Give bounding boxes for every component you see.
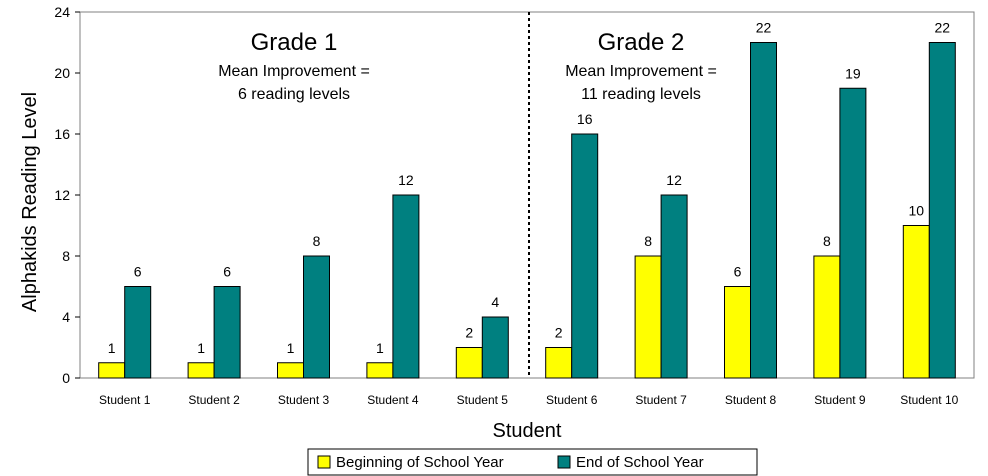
x-tick-label: Student 1 bbox=[99, 393, 151, 407]
bar-end-2 bbox=[213, 286, 241, 379]
y-tick-label: 4 bbox=[62, 309, 70, 325]
bar-beginning-3 bbox=[277, 362, 304, 379]
x-tick-label: Student 9 bbox=[814, 393, 866, 407]
bar-beginning-7 bbox=[634, 255, 662, 379]
x-tick-label: Student 3 bbox=[278, 393, 330, 407]
legend-label-end: End of School Year bbox=[576, 454, 704, 471]
y-tick-label: 24 bbox=[54, 4, 70, 20]
x-tick-label: Student 7 bbox=[635, 393, 687, 407]
y-tick-label: 8 bbox=[62, 248, 70, 264]
bar-beginning-6 bbox=[545, 347, 573, 379]
grade-1-mean-line2: 6 reading levels bbox=[238, 86, 350, 103]
value-label-beginning-1: 1 bbox=[108, 340, 116, 356]
value-label-end-3: 8 bbox=[313, 233, 321, 249]
bar-beginning-8 bbox=[724, 286, 751, 379]
x-tick-label: Student 6 bbox=[546, 393, 598, 407]
bar-end-9 bbox=[839, 87, 867, 379]
grade-2-mean-line2: 11 reading levels bbox=[581, 86, 701, 103]
grade-2-title: Grade 2 bbox=[598, 29, 685, 56]
value-label-beginning-5: 2 bbox=[465, 325, 473, 341]
value-label-end-9: 19 bbox=[845, 65, 861, 81]
value-label-beginning-3: 1 bbox=[287, 340, 295, 356]
legend-swatch-end bbox=[557, 455, 571, 469]
y-axis-title: Alphakids Reading Level bbox=[19, 92, 41, 312]
legend-box bbox=[307, 448, 758, 476]
legend-swatch-beginning bbox=[317, 455, 331, 469]
bar-end-7 bbox=[660, 194, 688, 379]
bar-beginning-9 bbox=[813, 255, 841, 379]
bar-beginning-4 bbox=[366, 362, 394, 379]
x-tick-label: Student 8 bbox=[725, 393, 777, 407]
grade-1-title: Grade 1 bbox=[251, 29, 338, 56]
bar-end-4 bbox=[392, 194, 420, 379]
bar-end-8 bbox=[750, 42, 777, 379]
x-tick-label: Student 4 bbox=[367, 393, 419, 407]
value-label-end-2: 6 bbox=[223, 264, 231, 280]
bar-end-1 bbox=[124, 286, 152, 379]
bar-beginning-1 bbox=[98, 362, 126, 379]
bar-end-10 bbox=[928, 42, 956, 379]
bars bbox=[98, 42, 956, 379]
x-axis-tick-labels: Student 1 Student 2 Student 3 Student 4 Stud… bbox=[99, 393, 959, 407]
y-axis-ticks: 0 4 8 12 16 20 24 bbox=[54, 4, 80, 386]
bar-beginning-5 bbox=[455, 347, 483, 379]
value-label-beginning-6: 2 bbox=[555, 325, 563, 341]
y-tick-label: 12 bbox=[54, 187, 70, 203]
value-label-beginning-10: 10 bbox=[909, 203, 925, 219]
x-tick-label: Student 10 bbox=[900, 393, 958, 407]
value-label-end-7: 12 bbox=[666, 172, 682, 188]
value-label-end-5: 4 bbox=[491, 294, 499, 310]
bar-end-6 bbox=[571, 133, 599, 379]
grade-2-mean-line1: Mean Improvement = bbox=[565, 63, 717, 80]
grade-1-mean-line1: Mean Improvement = bbox=[218, 63, 370, 80]
bar-beginning-10 bbox=[902, 225, 930, 379]
value-label-beginning-4: 1 bbox=[376, 340, 384, 356]
value-label-end-1: 6 bbox=[134, 264, 142, 280]
value-label-beginning-2: 1 bbox=[197, 340, 205, 356]
value-label-beginning-7: 8 bbox=[644, 233, 652, 249]
x-tick-label: Student 2 bbox=[188, 393, 240, 407]
y-tick-label: 16 bbox=[54, 126, 70, 142]
bar-end-3 bbox=[303, 255, 330, 379]
x-tick-label: Student 5 bbox=[457, 393, 509, 407]
value-label-end-4: 12 bbox=[398, 172, 414, 188]
legend-label-beginning: Beginning of School Year bbox=[336, 454, 504, 471]
bar-end-5 bbox=[481, 316, 509, 379]
y-tick-label: 20 bbox=[54, 65, 70, 81]
value-label-end-8: 22 bbox=[756, 20, 772, 36]
value-label-end-6: 16 bbox=[577, 111, 593, 127]
value-label-beginning-8: 6 bbox=[734, 264, 742, 280]
x-axis-title: Student bbox=[493, 420, 562, 442]
value-label-end-10: 22 bbox=[935, 20, 951, 36]
value-label-beginning-9: 8 bbox=[823, 233, 831, 249]
y-tick-label: 0 bbox=[62, 370, 70, 386]
bar-beginning-2 bbox=[187, 362, 215, 379]
